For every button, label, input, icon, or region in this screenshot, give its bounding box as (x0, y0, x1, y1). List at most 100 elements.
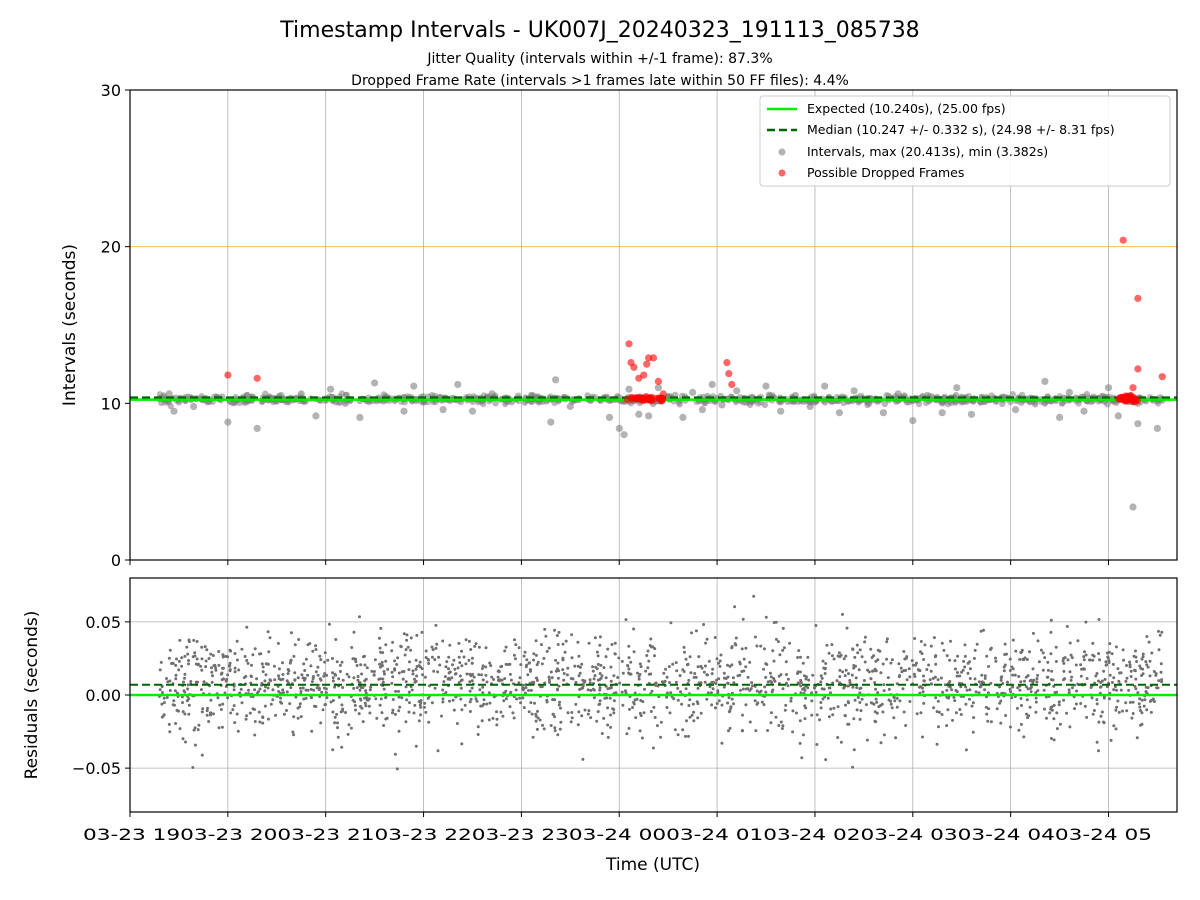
residual-point (935, 742, 939, 746)
residual-point (742, 669, 746, 673)
residual-point (354, 708, 357, 712)
residual-point (553, 628, 556, 632)
residual-point (1000, 675, 1004, 679)
residual-point (843, 714, 847, 717)
residual-point (458, 674, 462, 678)
residual-point (372, 673, 376, 677)
residual-point (857, 668, 861, 672)
residual-point (527, 710, 531, 714)
residual-point (1094, 674, 1098, 678)
residual-point (400, 696, 404, 700)
residual-point (473, 644, 477, 648)
residual-point (1062, 698, 1066, 702)
residual-point (285, 690, 289, 694)
residual-point (740, 729, 744, 732)
residual-point (635, 697, 639, 701)
residual-point (414, 744, 418, 748)
residual-point (892, 716, 896, 720)
residual-point (598, 643, 602, 647)
residual-point (781, 648, 785, 652)
residual-point (1134, 687, 1138, 691)
residual-point (1035, 680, 1039, 684)
residual-point (799, 678, 803, 682)
residual-point (481, 664, 485, 668)
residual-point (220, 678, 224, 682)
residual-point (535, 678, 539, 682)
residual-point (353, 700, 357, 704)
residual-point (381, 651, 385, 655)
residual-point (1029, 690, 1033, 694)
residual-point (174, 663, 178, 667)
residual-point (487, 691, 491, 695)
residual-point (470, 656, 474, 660)
residual-point (1141, 652, 1145, 656)
residual-point (368, 711, 372, 715)
residual-point (446, 677, 450, 681)
residual-point (855, 708, 859, 712)
residual-point (543, 681, 547, 685)
residual-point (595, 667, 599, 671)
residual-point (704, 641, 708, 645)
residual-point (1046, 660, 1050, 664)
residual-point (467, 658, 471, 662)
residual-point (333, 721, 337, 725)
residual-point (253, 688, 257, 692)
residual-point (263, 685, 267, 689)
residual-point (627, 726, 631, 730)
residual-point (1036, 639, 1040, 643)
residual-point (822, 687, 826, 691)
residual-point (649, 672, 653, 676)
residual-point (168, 648, 172, 652)
residual-point (534, 653, 538, 657)
residual-point (769, 675, 773, 679)
residual-point (618, 681, 622, 685)
residual-point (788, 641, 792, 645)
residual-point (448, 643, 452, 647)
residual-point (467, 639, 471, 643)
residual-point (399, 644, 403, 648)
residual-point (226, 696, 230, 700)
residual-point (248, 711, 252, 715)
residual-point (1022, 735, 1026, 739)
residual-point (258, 652, 262, 656)
residual-point (1152, 670, 1156, 673)
residual-point (187, 662, 190, 666)
interval-point (923, 399, 930, 407)
residual-point (358, 704, 362, 708)
residual-point (950, 688, 954, 692)
residual-point (1146, 665, 1150, 669)
residual-point (1073, 707, 1076, 711)
residual-point (273, 678, 277, 682)
residual-point (1025, 658, 1029, 661)
residual-point (1010, 696, 1014, 700)
residual-point (580, 662, 584, 666)
residual-point (641, 700, 645, 704)
residual-point (751, 684, 754, 688)
residual-point (318, 677, 322, 681)
residual-point (183, 654, 187, 658)
interval-point (1075, 400, 1082, 407)
residual-point (548, 680, 551, 684)
residual-point (982, 681, 986, 685)
residual-point (1099, 685, 1103, 689)
residual-point (1097, 679, 1100, 683)
residual-point (235, 639, 239, 643)
residual-point (851, 647, 855, 651)
residual-point (286, 672, 290, 676)
residual-point (1154, 672, 1158, 676)
residual-point (1114, 727, 1118, 731)
residual-point (442, 680, 446, 684)
residual-point (998, 685, 1001, 689)
residual-point (959, 685, 963, 689)
residual-point (1148, 674, 1152, 678)
residual-point (554, 669, 558, 673)
residuals-ylabel: Residuals (seconds) (22, 611, 42, 780)
interval-point (400, 407, 408, 415)
residual-point (994, 659, 998, 663)
residual-point (858, 691, 862, 695)
residual-point (195, 657, 199, 661)
residual-point (696, 665, 700, 669)
residual-point (720, 703, 724, 707)
residual-point (829, 707, 833, 711)
